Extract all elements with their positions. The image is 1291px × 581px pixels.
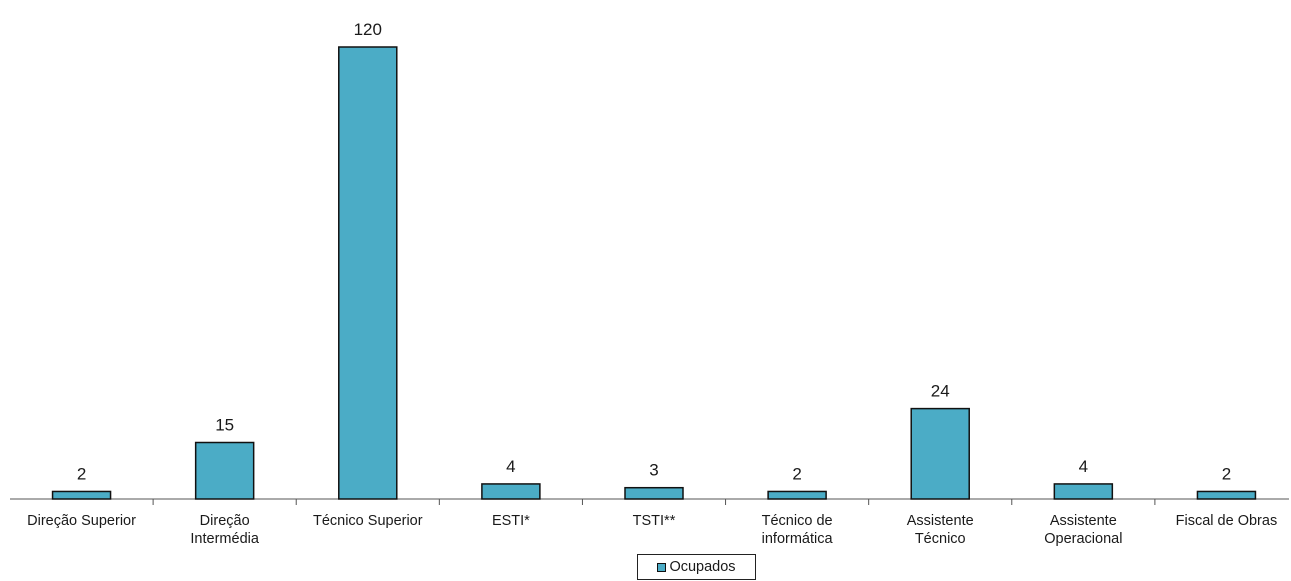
category-label-line: ESTI* bbox=[492, 513, 530, 529]
bar bbox=[338, 46, 398, 500]
x-axis-ticks bbox=[152, 499, 1156, 505]
data-label: 2 bbox=[792, 464, 801, 483]
data-labels: 2 15 120 4 3 2 24 4 2 bbox=[77, 20, 1231, 483]
category-label: Técnico Superior bbox=[313, 513, 423, 529]
category-label: Fiscal de Obras bbox=[1176, 513, 1278, 529]
category-label: Assistente Técnico bbox=[907, 513, 974, 547]
data-label: 4 bbox=[1079, 457, 1088, 476]
category-label-line: Intermédia bbox=[190, 531, 259, 547]
legend-swatch bbox=[657, 562, 667, 572]
category-label: ESTI* bbox=[492, 513, 530, 529]
category-label: Técnico de informática bbox=[762, 513, 834, 547]
legend: Ocupados bbox=[637, 554, 756, 580]
category-label-line: Direção bbox=[200, 513, 250, 529]
data-label: 15 bbox=[215, 416, 234, 435]
data-label: 2 bbox=[77, 464, 86, 483]
bar bbox=[481, 483, 541, 500]
category-label: Assistente Operacional bbox=[1044, 513, 1122, 547]
category-label-line: TSTI** bbox=[633, 513, 676, 529]
category-label-line: Fiscal de Obras bbox=[1176, 513, 1278, 529]
category-label-line: Técnico bbox=[915, 531, 966, 547]
category-label: TSTI** bbox=[633, 513, 676, 529]
bar bbox=[767, 490, 827, 500]
category-label-line: Assistente bbox=[1050, 513, 1117, 529]
category-label-line: Assistente bbox=[907, 513, 974, 529]
category-label-line: Direção Superior bbox=[27, 513, 136, 529]
category-label-line: Técnico de bbox=[762, 513, 833, 529]
data-label: 120 bbox=[354, 20, 382, 39]
data-label: 24 bbox=[931, 382, 950, 401]
category-label-line: Técnico Superior bbox=[313, 513, 423, 529]
data-label: 4 bbox=[506, 457, 515, 476]
bar bbox=[1196, 490, 1257, 500]
data-label: 3 bbox=[649, 461, 658, 480]
bar bbox=[51, 490, 112, 500]
legend-label: Ocupados bbox=[669, 559, 736, 575]
bar bbox=[194, 441, 255, 500]
data-label: 2 bbox=[1222, 464, 1231, 483]
category-label-line: informática bbox=[762, 531, 834, 547]
category-label: Direção Superior bbox=[27, 513, 136, 529]
category-label-line: Operacional bbox=[1044, 531, 1122, 547]
bars bbox=[51, 46, 1257, 500]
bar bbox=[624, 486, 684, 500]
category-label: Direção Intermédia bbox=[190, 513, 259, 547]
bar bbox=[1053, 483, 1114, 500]
bar bbox=[910, 407, 970, 500]
category-labels: Direção Superior Direção Intermédia Técnico… bbox=[27, 513, 1277, 547]
